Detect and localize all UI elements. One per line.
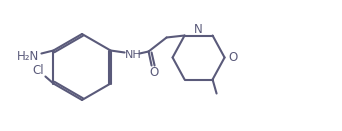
Text: H₂N: H₂N <box>17 50 40 63</box>
Text: Cl: Cl <box>32 64 44 77</box>
Text: O: O <box>228 51 237 64</box>
Text: N: N <box>194 23 203 36</box>
Text: NH: NH <box>125 50 142 61</box>
Text: O: O <box>149 66 158 79</box>
